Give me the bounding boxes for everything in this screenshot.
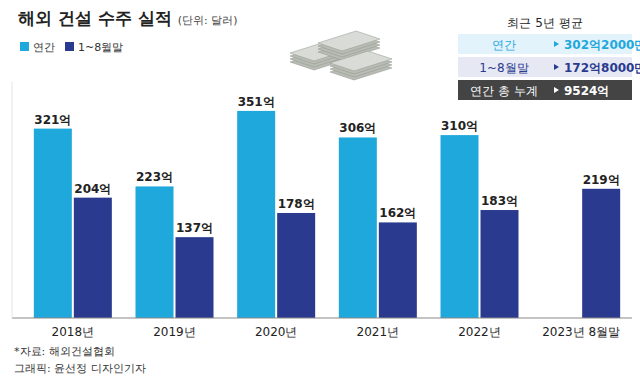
y-range-line (12, 82, 13, 318)
x-tick-label: 2019년 (153, 325, 196, 339)
chart: 해외 건설 수주 실적 (단위: 달러) 연간 1~8월말 321억 223억 351억 30… (0, 0, 640, 380)
subtitle: (단위: 달러) (178, 14, 238, 27)
bar (481, 210, 519, 318)
data-label: 306억 (339, 121, 376, 135)
summary-arrow (554, 41, 559, 47)
summary-value: 302억2000만 (564, 38, 640, 52)
data-label: 219억 (583, 173, 620, 187)
summary-row (458, 80, 632, 100)
bar (582, 189, 620, 318)
legend-swatch (65, 42, 74, 51)
data-label: 223억 (136, 170, 173, 184)
data-label: 321억 (34, 113, 71, 127)
x-axis (12, 318, 632, 319)
summary-arrow (554, 87, 559, 93)
bar (441, 135, 479, 318)
data-labels: 321억 223억 351억 306억 310억 204억 137억 178억 162억 183억… (34, 95, 619, 235)
bar (136, 186, 174, 318)
x-tick-label: 2023년 8월말 (542, 325, 620, 339)
legend-label: 1~8월말 (78, 41, 123, 54)
x-tick-label: 2020년 (255, 325, 298, 339)
summary-label: 연간 (492, 38, 516, 52)
data-label: 178억 (278, 197, 315, 211)
summary-label: 연간 총 누계 (470, 84, 538, 98)
bar (237, 111, 275, 318)
summary-value: 172억8000만 (564, 61, 640, 75)
legend-swatch (20, 42, 29, 51)
summary-label: 1~8월말 (479, 61, 528, 75)
bar (34, 129, 72, 318)
money-icon (290, 31, 392, 80)
legend-label: 연간 (33, 41, 55, 54)
money-bill (318, 31, 380, 51)
summary-value: 9524억 (564, 84, 609, 98)
credit: 그래픽: 윤선정 디자인기자 (14, 362, 146, 375)
x-tick-label: 2022년 (458, 325, 501, 339)
bars (34, 111, 620, 318)
x-tick-label: 2018년 (52, 325, 95, 339)
source: *자료: 해외건설협회 (14, 345, 115, 358)
x-tick-label: 2021년 (357, 325, 400, 339)
title: 해외 건설 수주 실적 (18, 8, 172, 28)
data-label: 310억 (441, 119, 478, 133)
data-label: 351억 (238, 95, 275, 109)
summary-arrow (554, 64, 559, 70)
data-label: 183억 (481, 194, 518, 208)
bar (277, 213, 315, 318)
bar (74, 198, 112, 318)
bar (339, 137, 377, 318)
data-label: 162억 (379, 206, 416, 220)
data-label: 137억 (176, 221, 213, 235)
bar (176, 237, 214, 318)
bar (379, 222, 417, 318)
summary-title: 최근 5년 평균 (507, 16, 582, 30)
data-label: 204억 (74, 182, 111, 196)
money-bill (330, 51, 392, 71)
